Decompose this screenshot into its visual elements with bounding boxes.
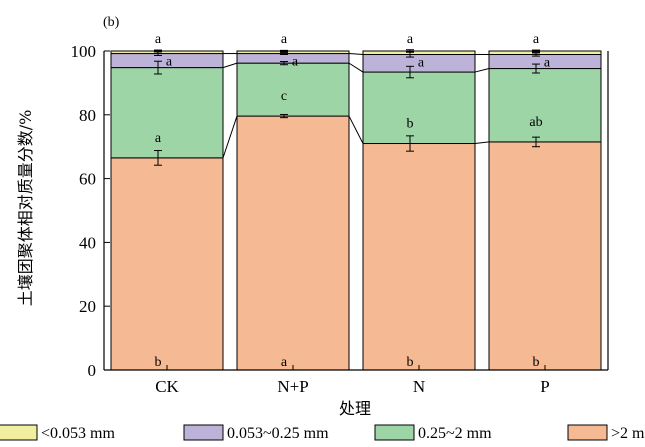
bar-ck-seg-3 [110, 50, 224, 55]
significance-letter: a [544, 56, 551, 71]
legend: <0.053 mm 0.053~0.25 mm 0.25~2 mm >2 mm [0, 424, 645, 442]
significance-letter: a [155, 32, 162, 47]
connector-line [474, 68, 490, 73]
legend-label: <0.053 mm [41, 425, 115, 442]
bar-np-seg-3 [236, 50, 350, 55]
bar-np-seg-1 [236, 62, 350, 117]
significance-letter: ab [529, 115, 542, 130]
significance-letter: b [407, 355, 414, 370]
significance-letter: c [281, 89, 287, 104]
panel-label: (b) [103, 15, 120, 30]
connector-line [222, 62, 238, 69]
bar-p-seg-0 [488, 141, 602, 371]
bars-layer [110, 50, 602, 371]
significance-letter: a [418, 56, 425, 71]
connector-line [348, 115, 364, 144]
error-bars-layer [154, 49, 540, 166]
connector-line [348, 53, 364, 56]
bar-n-seg-3 [362, 50, 476, 56]
connector-line [474, 141, 490, 145]
legend-swatch [0, 424, 38, 441]
y-tick-label: 40 [79, 233, 96, 252]
significance-letter: a [281, 355, 288, 370]
bar-p-seg-1 [488, 68, 602, 143]
bar-np-seg-0 [236, 115, 350, 371]
x-tick-label: P [540, 377, 549, 396]
x-tick-label: N [413, 377, 425, 396]
significance-letter: a [292, 55, 299, 70]
bar-p-seg-3 [488, 50, 602, 56]
legend-swatch [183, 424, 224, 441]
y-tick-label: 80 [79, 106, 96, 125]
bar-n-seg-1 [362, 71, 476, 145]
y-tick-label: 60 [79, 170, 96, 189]
connector-line [348, 62, 364, 73]
axes: 0 20 40 60 80 100 CK N+P N P [71, 42, 609, 396]
significance-letter: b [155, 355, 162, 370]
y-tick-label: 0 [88, 361, 97, 380]
bar-n-seg-0 [362, 143, 476, 371]
significance-letter: b [533, 355, 540, 370]
legend-swatch [567, 424, 608, 441]
significance-letter: a [407, 32, 414, 47]
legend-swatch [374, 424, 415, 441]
x-tick-label: CK [155, 377, 179, 396]
legend-label: >2 mm [611, 425, 645, 442]
significance-letter: a [533, 32, 540, 47]
connector-lines [222, 53, 490, 159]
significance-letter: a [166, 55, 173, 70]
legend-label: 0.25~2 mm [418, 425, 492, 442]
connector-line [222, 115, 238, 159]
significance-letter: a [281, 32, 288, 47]
legend-label: 0.053~0.25 mm [227, 425, 329, 442]
y-tick-label: 20 [79, 297, 96, 316]
x-axis-title: 处理 [339, 399, 371, 418]
y-axis-title: 土壤团聚体相对质量分数/% [16, 110, 35, 307]
significance-letter: b [407, 117, 414, 132]
x-tick-label: N+P [277, 377, 308, 396]
significance-letter: a [155, 131, 162, 146]
bar-ck-seg-1 [110, 67, 224, 159]
y-tick-label: 100 [71, 42, 97, 61]
bar-ck-seg-0 [110, 157, 224, 371]
